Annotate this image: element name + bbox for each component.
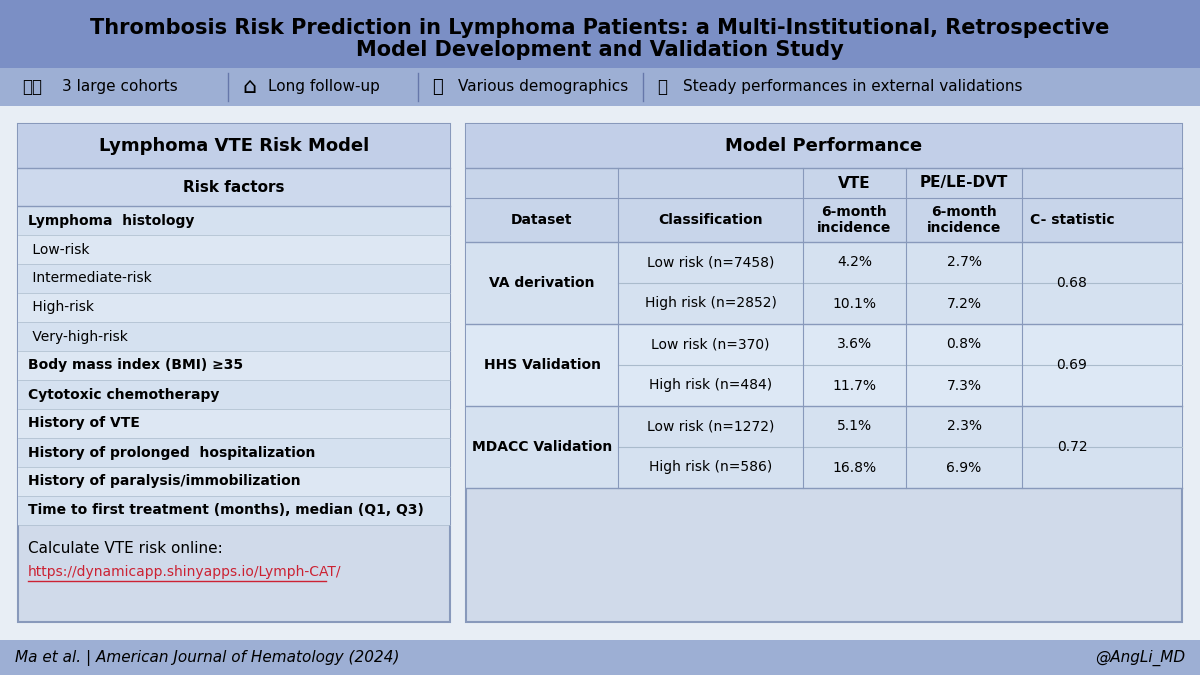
Text: Lymphoma VTE Risk Model: Lymphoma VTE Risk Model <box>98 137 370 155</box>
Text: PE/LE-DVT: PE/LE-DVT <box>920 176 1008 190</box>
FancyBboxPatch shape <box>466 406 1182 488</box>
FancyBboxPatch shape <box>0 106 1200 640</box>
FancyBboxPatch shape <box>466 124 1182 622</box>
FancyBboxPatch shape <box>18 467 450 496</box>
Text: Risk factors: Risk factors <box>184 180 284 194</box>
Text: Low-risk: Low-risk <box>28 242 90 256</box>
Text: Ma et al. | American Journal of Hematology (2024): Ma et al. | American Journal of Hematolo… <box>14 649 400 666</box>
Text: 2.7%: 2.7% <box>947 256 982 269</box>
FancyBboxPatch shape <box>0 640 1200 675</box>
FancyBboxPatch shape <box>466 324 1182 406</box>
Text: Long follow-up: Long follow-up <box>268 80 380 94</box>
FancyBboxPatch shape <box>18 380 450 409</box>
Text: Lymphoma  histology: Lymphoma histology <box>28 213 194 227</box>
Text: 4.2%: 4.2% <box>838 256 872 269</box>
FancyBboxPatch shape <box>0 0 1200 68</box>
FancyBboxPatch shape <box>18 235 450 264</box>
FancyBboxPatch shape <box>18 264 450 293</box>
FancyBboxPatch shape <box>466 168 1182 198</box>
FancyBboxPatch shape <box>18 168 450 206</box>
Text: 6-month
incidence: 6-month incidence <box>817 205 892 235</box>
Text: 11.7%: 11.7% <box>833 379 876 392</box>
FancyBboxPatch shape <box>0 68 1200 106</box>
FancyBboxPatch shape <box>18 124 450 168</box>
Text: High risk (n=484): High risk (n=484) <box>649 379 772 392</box>
Text: Low risk (n=7458): Low risk (n=7458) <box>647 256 774 269</box>
Text: 7.2%: 7.2% <box>947 296 982 310</box>
Text: MDACC Validation: MDACC Validation <box>472 440 612 454</box>
Text: HHS Validation: HHS Validation <box>484 358 600 372</box>
Text: 3.6%: 3.6% <box>836 338 872 352</box>
Text: History of VTE: History of VTE <box>28 416 140 431</box>
Text: Various demographics: Various demographics <box>458 80 629 94</box>
Text: History of prolonged  hospitalization: History of prolonged hospitalization <box>28 446 316 460</box>
Text: High risk (n=586): High risk (n=586) <box>649 460 772 475</box>
Text: 5.1%: 5.1% <box>836 419 872 433</box>
Text: C- statistic: C- statistic <box>1030 213 1115 227</box>
FancyBboxPatch shape <box>466 242 1182 324</box>
FancyBboxPatch shape <box>18 322 450 351</box>
FancyBboxPatch shape <box>18 351 450 380</box>
Text: 10.1%: 10.1% <box>833 296 876 310</box>
FancyBboxPatch shape <box>18 496 450 525</box>
Text: Classification: Classification <box>658 213 763 227</box>
Text: 🧧: 🧧 <box>658 78 667 96</box>
Text: @AngLi_MD: @AngLi_MD <box>1094 649 1186 666</box>
FancyBboxPatch shape <box>466 124 1182 168</box>
Text: Model Development and Validation Study: Model Development and Validation Study <box>356 40 844 60</box>
Text: Low risk (n=1272): Low risk (n=1272) <box>647 419 774 433</box>
Text: Body mass index (BMI) ≥35: Body mass index (BMI) ≥35 <box>28 358 244 373</box>
Text: ⌂: ⌂ <box>242 77 256 97</box>
FancyBboxPatch shape <box>18 206 450 235</box>
Text: 0.69: 0.69 <box>1056 358 1087 372</box>
Text: Dataset: Dataset <box>511 213 572 227</box>
Text: VA derivation: VA derivation <box>490 276 595 290</box>
Text: 👥👥: 👥👥 <box>22 78 42 96</box>
Text: 2.3%: 2.3% <box>947 419 982 433</box>
Text: High-risk: High-risk <box>28 300 94 315</box>
Text: VTE: VTE <box>838 176 871 190</box>
Text: Model Performance: Model Performance <box>726 137 923 155</box>
Text: 3 large cohorts: 3 large cohorts <box>62 80 178 94</box>
Text: 6-month
incidence: 6-month incidence <box>926 205 1001 235</box>
FancyBboxPatch shape <box>466 198 1182 242</box>
Text: Calculate VTE risk online:: Calculate VTE risk online: <box>28 541 223 556</box>
Text: Time to first treatment (months), median (Q1, Q3): Time to first treatment (months), median… <box>28 504 424 518</box>
FancyBboxPatch shape <box>18 409 450 438</box>
Text: 6.9%: 6.9% <box>947 460 982 475</box>
Text: History of paralysis/immobilization: History of paralysis/immobilization <box>28 475 301 489</box>
Text: High risk (n=2852): High risk (n=2852) <box>644 296 776 310</box>
Text: Intermediate-risk: Intermediate-risk <box>28 271 151 286</box>
Text: 0.72: 0.72 <box>1057 440 1087 454</box>
FancyBboxPatch shape <box>18 293 450 322</box>
FancyBboxPatch shape <box>18 124 450 622</box>
Text: Very-high-risk: Very-high-risk <box>28 329 128 344</box>
Text: 0.8%: 0.8% <box>947 338 982 352</box>
FancyBboxPatch shape <box>18 438 450 467</box>
Text: 16.8%: 16.8% <box>833 460 876 475</box>
Text: https://dynamicapp.shinyapps.io/Lymph-CAT/: https://dynamicapp.shinyapps.io/Lymph-CA… <box>28 565 342 579</box>
Text: Cytotoxic chemotherapy: Cytotoxic chemotherapy <box>28 387 220 402</box>
Text: Thrombosis Risk Prediction in Lymphoma Patients: a Multi-Institutional, Retrospe: Thrombosis Risk Prediction in Lymphoma P… <box>90 18 1110 38</box>
Text: Low risk (n=370): Low risk (n=370) <box>652 338 769 352</box>
Text: 0.68: 0.68 <box>1056 276 1087 290</box>
Text: 🌐: 🌐 <box>432 78 443 96</box>
Text: Steady performances in external validations: Steady performances in external validati… <box>683 80 1022 94</box>
Text: 7.3%: 7.3% <box>947 379 982 392</box>
